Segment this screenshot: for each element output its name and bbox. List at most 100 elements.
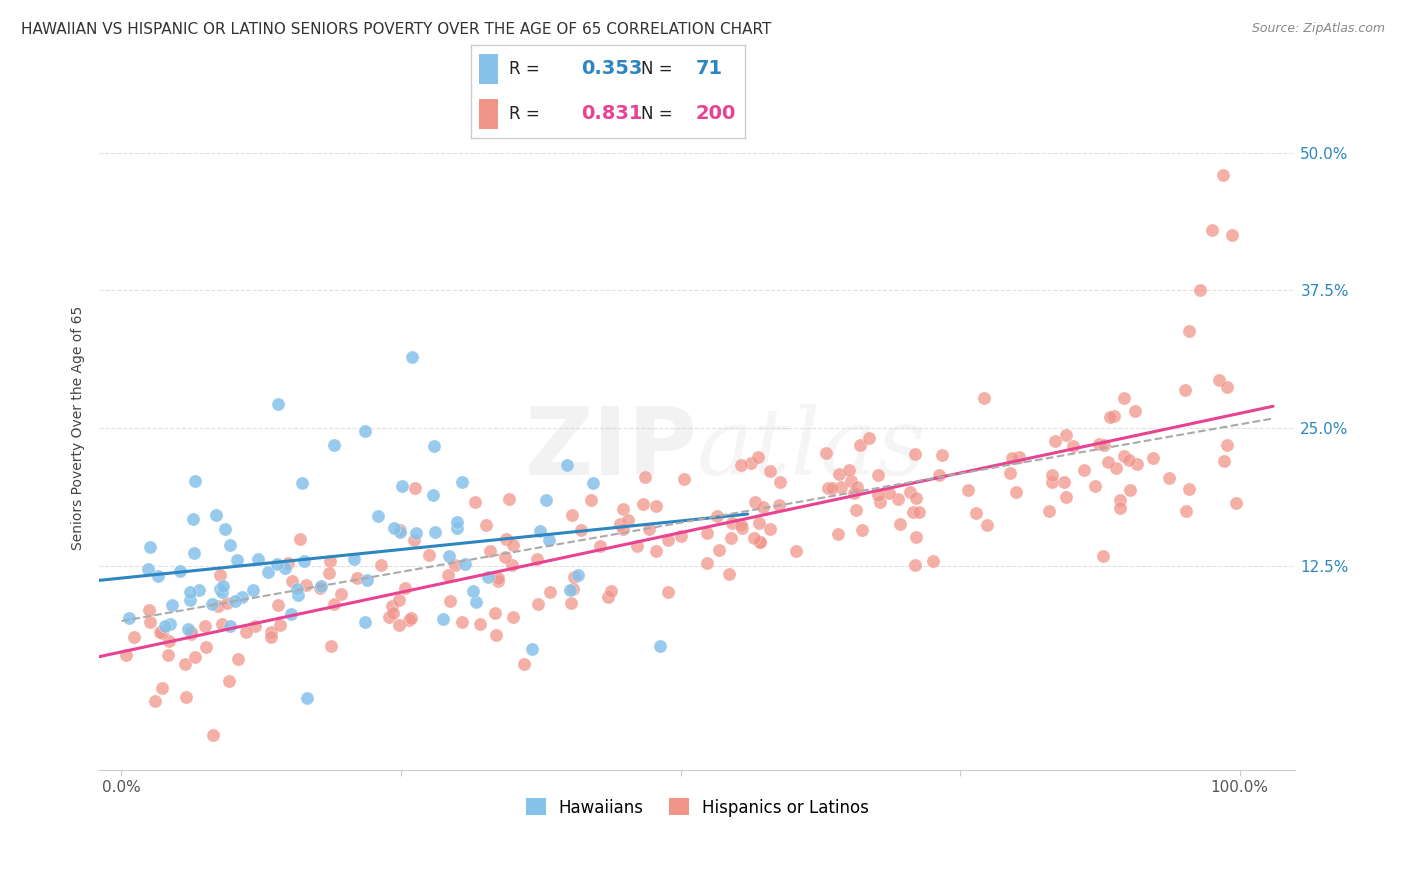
Point [179, 593, 201, 607]
Point [1213, 454, 1236, 468]
Point [707, 543, 730, 558]
Point [866, 488, 889, 502]
Point [342, 552, 364, 566]
Point [1112, 391, 1135, 405]
Point [747, 450, 769, 465]
Point [446, 521, 468, 535]
Point [148, 568, 170, 582]
Point [180, 626, 202, 640]
Point [848, 438, 870, 452]
Text: N =: N = [641, 105, 672, 123]
Point [928, 467, 950, 482]
Point [118, 611, 141, 625]
Point [1208, 373, 1230, 387]
Point [226, 652, 249, 666]
Point [149, 625, 172, 640]
Legend: Hawaiians, Hispanics or Latinos: Hawaiians, Hispanics or Latinos [519, 792, 876, 823]
Point [612, 502, 634, 516]
Point [201, 597, 224, 611]
Point [183, 546, 205, 560]
Point [138, 603, 160, 617]
Point [177, 623, 200, 637]
Point [446, 515, 468, 529]
Point [1005, 485, 1028, 500]
Point [671, 529, 693, 543]
Point [567, 568, 589, 582]
Point [526, 551, 548, 566]
Point [212, 579, 235, 593]
Point [150, 681, 173, 696]
Point [730, 458, 752, 472]
Point [846, 480, 869, 494]
Point [569, 523, 592, 537]
Point [866, 468, 889, 483]
Point [956, 483, 979, 497]
Point [1178, 324, 1201, 338]
Point [194, 619, 217, 633]
Point [740, 456, 762, 470]
Point [224, 593, 246, 607]
Point [389, 523, 412, 537]
Point [494, 549, 516, 564]
Point [513, 657, 536, 671]
Point [1008, 450, 1031, 464]
Point [907, 505, 929, 519]
Point [1125, 403, 1147, 417]
Point [1118, 453, 1140, 467]
Point [501, 558, 523, 573]
Point [495, 532, 517, 546]
Point [502, 610, 524, 624]
Point [309, 579, 332, 593]
Point [256, 565, 278, 579]
Point [731, 521, 754, 535]
Point [1215, 438, 1237, 452]
Point [464, 595, 486, 609]
Point [1119, 483, 1142, 497]
Point [976, 517, 998, 532]
Point [217, 596, 239, 610]
Point [696, 525, 718, 540]
Point [634, 469, 657, 483]
Point [219, 538, 242, 552]
Point [1220, 228, 1243, 243]
Point [439, 593, 461, 607]
Point [748, 516, 770, 531]
Point [242, 582, 264, 597]
Point [437, 568, 460, 582]
Point [370, 558, 392, 573]
Point [214, 522, 236, 536]
Point [260, 630, 283, 644]
Point [1088, 437, 1111, 451]
Point [965, 506, 987, 520]
Point [318, 566, 340, 580]
Point [274, 561, 297, 575]
Point [174, 657, 197, 671]
Point [650, 639, 672, 653]
Point [269, 618, 291, 632]
Point [1174, 384, 1197, 398]
Point [785, 543, 807, 558]
Point [626, 540, 648, 554]
Point [139, 615, 162, 630]
Text: HAWAIIAN VS HISPANIC OR LATINO SENIORS POVERTY OVER THE AGE OF 65 CORRELATION CH: HAWAIIAN VS HISPANIC OR LATINO SENIORS P… [21, 22, 772, 37]
Point [841, 474, 863, 488]
Text: 0.831: 0.831 [581, 104, 643, 123]
Point [388, 618, 411, 632]
Point [922, 554, 945, 568]
Point [561, 508, 583, 522]
Point [582, 475, 605, 490]
Point [1099, 409, 1122, 424]
Point [143, 694, 166, 708]
Point [231, 590, 253, 604]
Point [454, 557, 477, 571]
Point [418, 548, 440, 562]
Point [1159, 471, 1181, 485]
Point [1108, 492, 1130, 507]
Point [486, 571, 509, 585]
Point [718, 566, 741, 581]
Point [444, 558, 467, 573]
Point [114, 648, 136, 662]
Point [1109, 501, 1132, 516]
Point [889, 517, 911, 532]
Point [609, 517, 631, 532]
